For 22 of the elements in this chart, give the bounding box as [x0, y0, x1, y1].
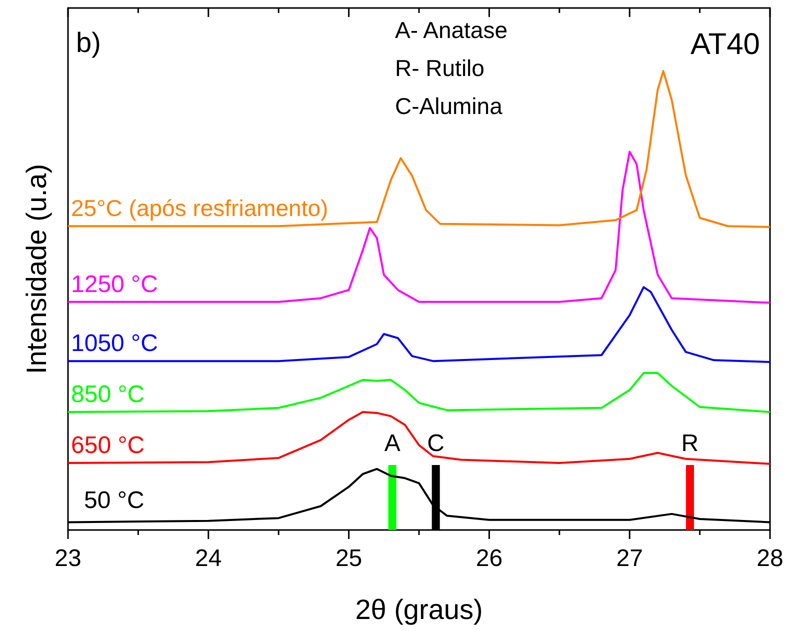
- text: b): [76, 27, 101, 58]
- ref-line-label: R: [681, 430, 699, 457]
- series-label: 25°C (após resfriamento): [71, 195, 328, 222]
- x-axis-title: 2θ (graus): [355, 594, 483, 625]
- series-label: 1050 °C: [71, 330, 158, 358]
- text: AT40: [690, 28, 760, 61]
- x-tick-label: 25: [335, 545, 362, 572]
- text: A- Anatase: [395, 17, 508, 43]
- x-tick-label: 23: [54, 545, 82, 572]
- series-label: 50 °C: [84, 487, 144, 514]
- series-label: 850 °C: [71, 381, 145, 408]
- annotation: C-Alumina: [395, 93, 503, 119]
- ref-line-label: A: [384, 430, 400, 457]
- series-label: 650 °C: [71, 432, 145, 459]
- y-axis-title: Intensidade (u.a): [21, 164, 52, 374]
- x-tick-label: 27: [616, 545, 643, 572]
- x-tick-label: 28: [756, 545, 784, 572]
- x-tick-label: 26: [476, 545, 503, 572]
- annotation: R- Rutilo: [395, 55, 484, 81]
- ref-line-label: C: [427, 430, 445, 457]
- series-label: 1250 °C: [71, 270, 158, 298]
- x-tick-label: 24: [195, 545, 222, 572]
